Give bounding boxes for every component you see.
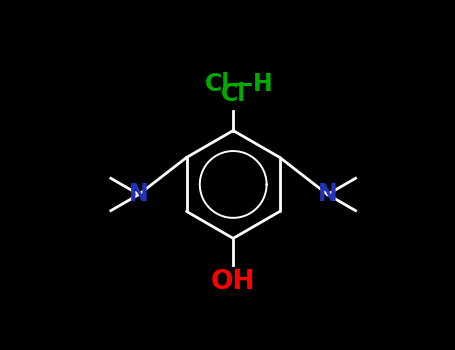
Text: OH: OH	[211, 269, 255, 295]
Text: Cl: Cl	[221, 82, 246, 106]
Text: N: N	[129, 182, 149, 206]
Text: Cl—H: Cl—H	[205, 72, 273, 96]
Text: N: N	[318, 182, 338, 206]
